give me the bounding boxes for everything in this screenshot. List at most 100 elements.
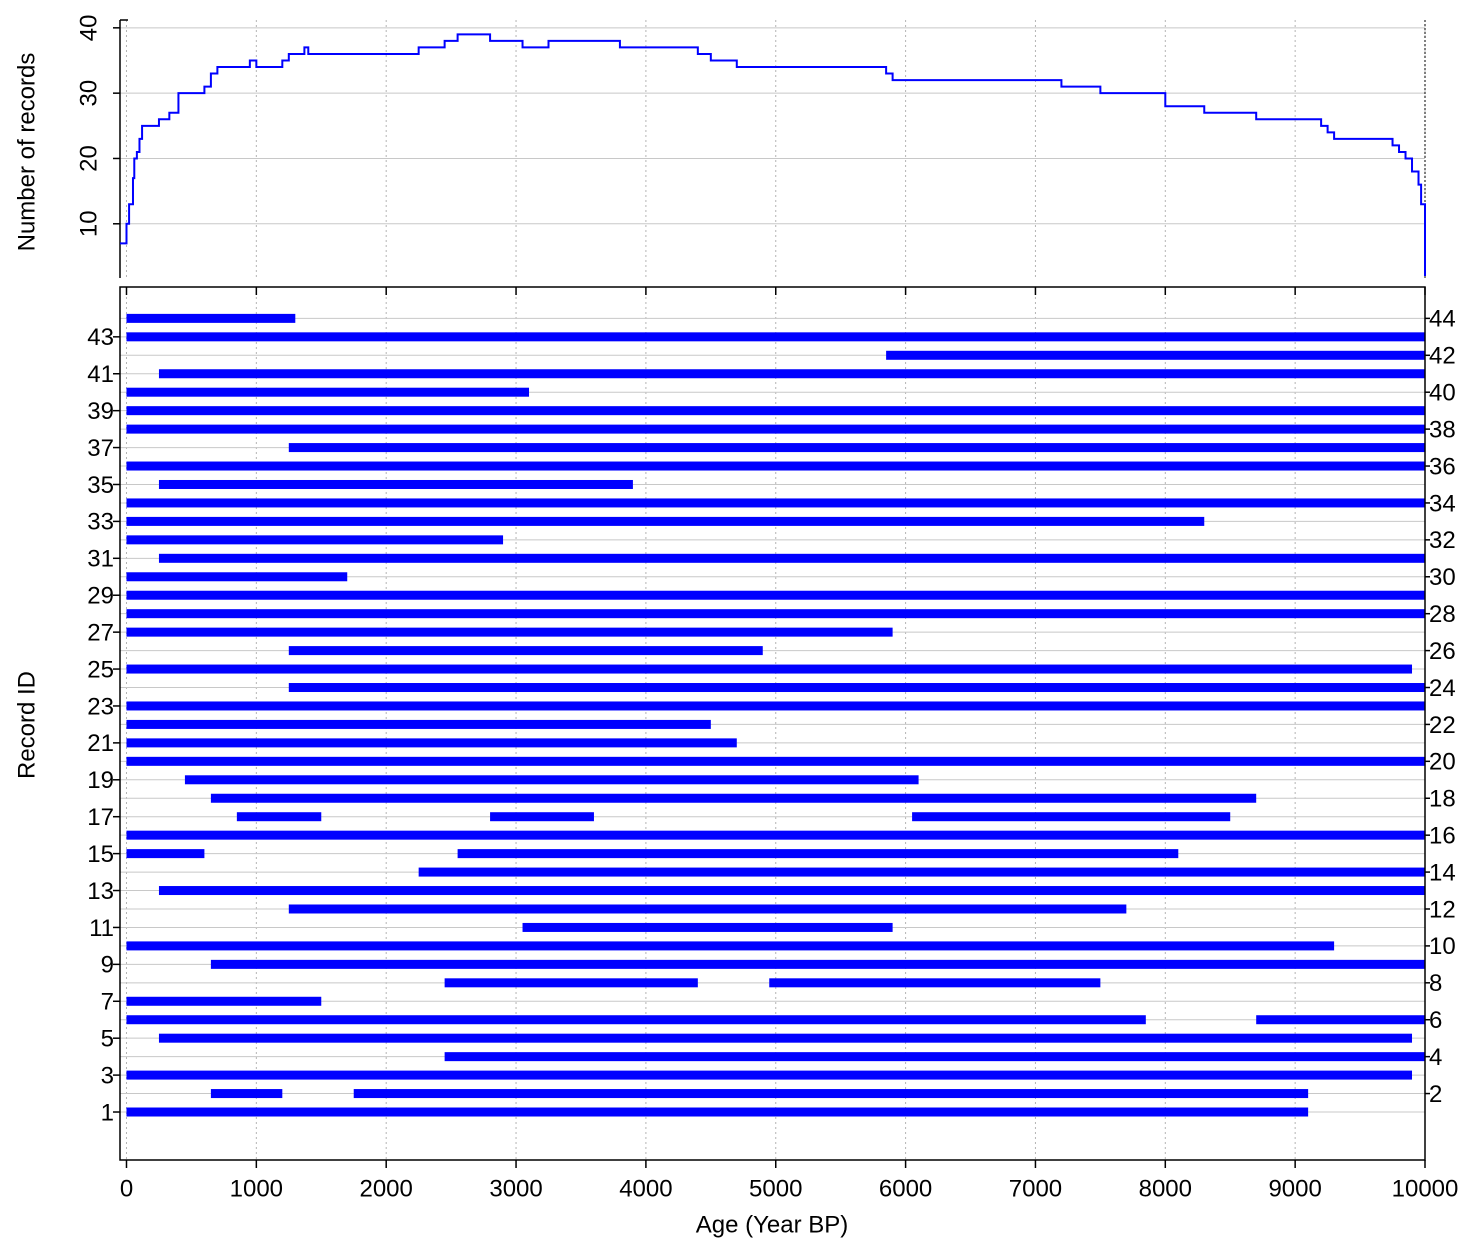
count-line: [120, 33, 1426, 277]
x-tick-label: 0: [120, 1175, 133, 1202]
y-tick-label: 33: [87, 509, 114, 536]
y2-tick-label: 16: [1429, 823, 1456, 850]
record-span: [126, 1070, 1413, 1080]
y2-tick-label: 34: [1429, 490, 1456, 517]
record-span: [126, 664, 1413, 674]
record-span: [158, 553, 1426, 563]
x-tick-label: 5000: [749, 1175, 802, 1202]
record-span: [158, 1033, 1413, 1043]
record-span: [236, 812, 322, 822]
record-span: [184, 775, 919, 785]
x-axis-title: Age (Year BP): [696, 1211, 849, 1238]
x-tick-label: 4000: [619, 1175, 672, 1202]
record-span: [288, 443, 1426, 453]
y2-tick-label: 4: [1429, 1044, 1442, 1071]
record-span: [126, 387, 530, 397]
record-span: [522, 922, 893, 932]
y-tick-label: 3: [101, 1062, 114, 1089]
y-tick-label: 30: [75, 80, 102, 107]
record-span: [126, 406, 1425, 416]
y-tick-label: 39: [87, 398, 114, 425]
x-tick-label: 7000: [1009, 1175, 1062, 1202]
record-span: [126, 590, 1425, 600]
record-span: [288, 683, 1426, 693]
y-tick-label: 40: [75, 14, 102, 41]
y-tick-label: 29: [87, 583, 114, 610]
record-span: [126, 516, 1205, 526]
record-span: [1256, 1015, 1425, 1025]
y-axis-title: Number of records: [13, 53, 40, 252]
record-span: [126, 1107, 1309, 1117]
y-tick-label: 21: [87, 730, 114, 757]
record-span: [210, 1089, 283, 1099]
x-tick-label: 10000: [1392, 1175, 1459, 1202]
record-span: [126, 849, 205, 859]
y2-tick-label: 44: [1429, 306, 1456, 333]
y2-tick-label: 36: [1429, 453, 1456, 480]
record-span: [444, 1052, 1426, 1062]
y-tick-label: 17: [87, 804, 114, 831]
y2-tick-label: 6: [1429, 1007, 1442, 1034]
y2-tick-label: 32: [1429, 527, 1456, 554]
record-span: [126, 627, 893, 637]
y-tick-label: 7: [101, 989, 114, 1016]
y-tick-label: 10: [75, 210, 102, 237]
record-span: [126, 609, 1425, 619]
record-span: [126, 461, 1425, 471]
record-span: [158, 886, 1426, 896]
record-span: [158, 479, 633, 489]
x-tick-label: 2000: [359, 1175, 412, 1202]
record-span: [210, 959, 1426, 969]
plot-frame: [119, 286, 1426, 1161]
y2-tick-label: 30: [1429, 564, 1456, 591]
record-span: [126, 1015, 1146, 1025]
record-span: [769, 978, 1101, 988]
record-span: [288, 904, 1127, 914]
record-span: [126, 738, 737, 748]
record-span: [490, 812, 594, 822]
y2-tick-label: 2: [1429, 1081, 1442, 1108]
y-tick-label: 41: [87, 361, 114, 388]
y-tick-label: 11: [89, 915, 114, 942]
y-tick-label: 1: [101, 1099, 114, 1126]
y-axis-title: Record ID: [13, 671, 40, 779]
x-tick-label: 3000: [489, 1175, 542, 1202]
record-span: [158, 369, 1426, 379]
x-tick-label: 1000: [230, 1175, 283, 1202]
y2-tick-label: 8: [1429, 970, 1442, 997]
record-span: [126, 719, 711, 729]
record-span: [126, 424, 1425, 434]
y2-tick-label: 12: [1429, 896, 1456, 923]
record-span: [418, 867, 1425, 877]
record-span: [912, 812, 1231, 822]
record-span: [288, 646, 763, 656]
y-tick-label: 23: [87, 693, 114, 720]
record-span: [126, 701, 1425, 711]
x-tick-label: 6000: [879, 1175, 932, 1202]
y2-tick-label: 42: [1429, 343, 1456, 370]
x-tick-label: 9000: [1268, 1175, 1321, 1202]
record-span: [457, 849, 1179, 859]
y-tick-label: 31: [87, 546, 114, 573]
y-tick-label: 9: [101, 952, 114, 979]
record-span: [126, 572, 348, 582]
y-tick-label: 25: [87, 656, 114, 683]
record-span: [126, 941, 1335, 951]
record-span: [126, 332, 1425, 342]
record-span: [126, 313, 296, 323]
y-tick-label: 37: [87, 435, 114, 462]
y-tick-label: 43: [87, 324, 114, 351]
y-tick-label: 27: [87, 619, 114, 646]
record-span: [126, 830, 1425, 840]
record-span: [353, 1089, 1309, 1099]
y-tick-label: 19: [87, 767, 114, 794]
y2-tick-label: 10: [1429, 933, 1456, 960]
y2-tick-label: 18: [1429, 786, 1456, 813]
record-span: [444, 978, 698, 988]
y-tick-label: 13: [87, 878, 114, 905]
y-tick-label: 5: [101, 1026, 114, 1053]
y2-tick-label: 26: [1429, 638, 1456, 665]
record-span: [126, 756, 1425, 766]
